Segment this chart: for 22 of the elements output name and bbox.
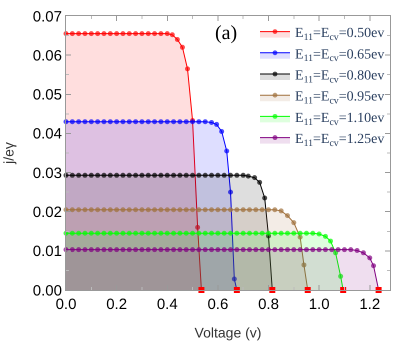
x-tick-label: 0.6 [207,296,228,313]
y-tick-label: 0.05 [32,86,62,104]
y-axis-title: j/eγ [0,142,16,165]
legend-label: E$_{11}$=E$_{cv}$=0.95ev [295,90,384,107]
legend-label: E$_{11}$=E$_{cv}$=0.65ev [295,47,384,64]
y-tick-label: 0.07 [32,8,62,26]
x-tick-label: 0.4 [156,296,178,313]
legend-label: E$_{11}$=E$_{cv}$=1.25ev [295,132,384,149]
x-tick-label: 1.0 [308,296,330,313]
y-tick-label: 0.06 [32,47,62,64]
legend-label: E$_{11}$=E$_{cv}$=0.50ev [295,26,384,43]
annotation: (a) [215,22,238,44]
x-tick-label: 0.8 [258,296,279,313]
y-tick-label: 0.02 [32,204,62,221]
x-tick-label: 1.2 [359,296,380,313]
y-tick-label: 0.01 [32,243,62,260]
x-tick-label: 0.2 [106,296,128,313]
legend-label: E$_{11}$=E$_{cv}$=0.80ev [295,68,384,86]
y-tick-label: 0.04 [32,126,62,143]
legend-label: E$_{11}$=E$_{cv}$=1.10ev [295,110,384,128]
y-tick-label: 0.03 [32,164,62,182]
x-axis-title: Voltage (v) [194,324,262,340]
